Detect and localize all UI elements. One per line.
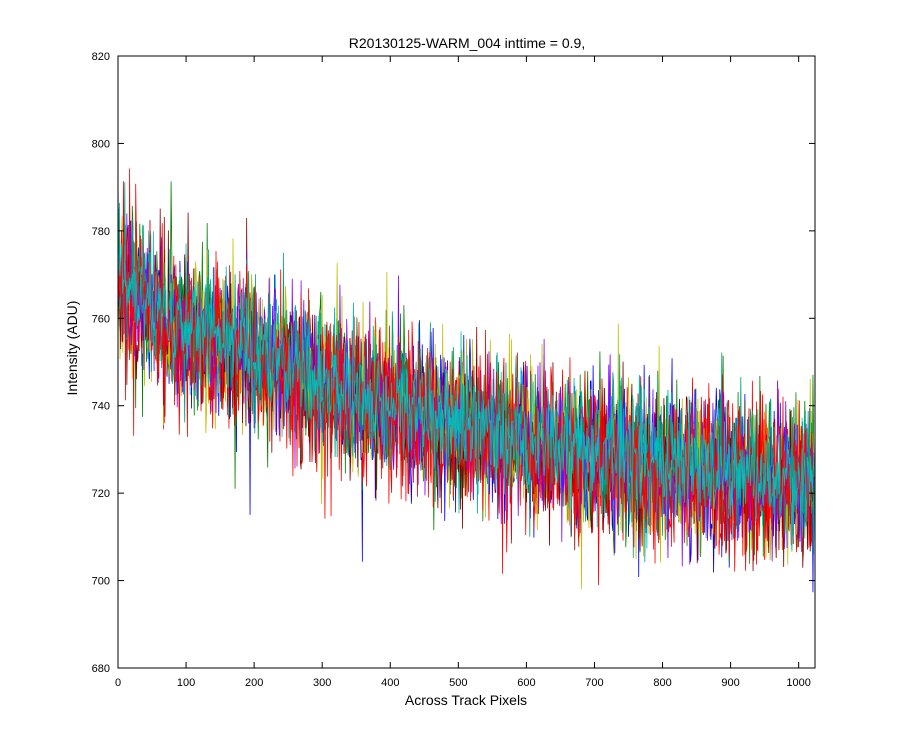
y-tick-label: 700 (92, 576, 110, 588)
x-axis-label: Across Track Pixels (405, 692, 527, 708)
x-tick-label: 700 (585, 677, 603, 689)
y-tick-label: 820 (92, 51, 110, 63)
x-tick-label: 300 (313, 677, 331, 689)
chart-title: R20130125-WARM_004 inttime = 0.9, (349, 35, 585, 51)
y-axis-label: Intensity (ADU) (64, 301, 80, 396)
y-axis: 680 700 720 740 760 780 800 820 (92, 51, 815, 675)
y-tick-label: 760 (92, 313, 110, 325)
x-tick-label: 600 (517, 677, 535, 689)
x-axis: 0 100 200 300 400 500 600 700 800 900 1000 (115, 56, 811, 689)
plot-frame (117, 55, 816, 669)
x-tick-label: 800 (653, 677, 671, 689)
series-layer (118, 165, 815, 593)
y-tick-label: 800 (92, 138, 110, 150)
x-tick-label: 100 (177, 677, 195, 689)
y-tick-label: 680 (92, 663, 110, 675)
series-line-10 (118, 224, 815, 551)
y-tick-label: 780 (92, 226, 110, 238)
y-tick-label: 740 (92, 401, 110, 413)
x-tick-label: 400 (381, 677, 399, 689)
x-tick-label: 0 (115, 677, 121, 689)
x-tick-label: 200 (245, 677, 263, 689)
x-tick-label: 900 (721, 677, 739, 689)
x-tick-label: 1000 (786, 677, 810, 689)
x-tick-label: 500 (449, 677, 467, 689)
y-tick-label: 720 (92, 488, 110, 500)
